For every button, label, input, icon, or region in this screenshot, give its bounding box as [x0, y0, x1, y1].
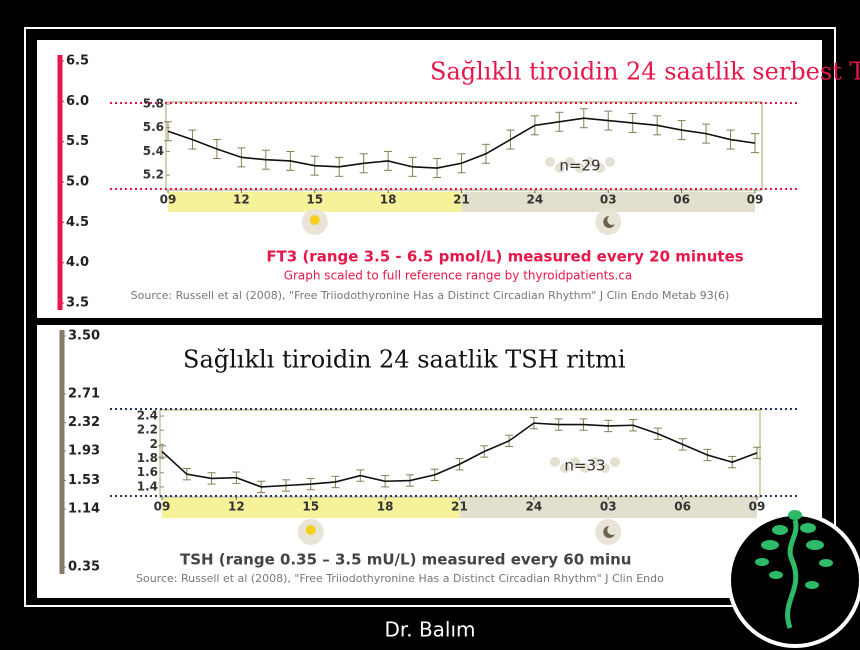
error-bar — [753, 446, 761, 460]
x-tick-label: 12 — [233, 193, 250, 207]
y-tick-label: 1.4 — [137, 479, 158, 493]
x-tick-label: 15 — [306, 193, 323, 207]
x-tick-label: 18 — [380, 193, 397, 207]
chart-title: Sağlıklı tiroidin 24 saatlik TSH ritmi — [183, 346, 626, 374]
crowd-icon — [555, 163, 565, 173]
x-tick-label: 03 — [600, 500, 617, 514]
x-tick-label: 21 — [453, 193, 470, 207]
x-tick-label: 09 — [749, 500, 766, 514]
crowd-icon — [610, 457, 620, 467]
data-line — [161, 422, 758, 488]
sun-core — [309, 215, 320, 225]
chart-title: Sağlıklı tiroidin 24 saatlik serbest T3 … — [430, 58, 860, 86]
x-tick-label: 24 — [526, 500, 543, 514]
crowd-icon — [590, 457, 600, 467]
night-band — [461, 192, 755, 212]
y2-tick-label: 6.0 — [66, 94, 89, 109]
y2-tick-label: 2.32 — [68, 415, 100, 430]
y-tick-label: 5.8 — [143, 97, 164, 111]
logo-leaves — [755, 510, 833, 589]
crowd-icon — [545, 157, 555, 167]
y2-tick-label: 5.5 — [66, 134, 89, 149]
x-tick-label: 06 — [673, 193, 690, 207]
footer: Dr. Balım — [384, 618, 475, 642]
x-tick-label: 21 — [451, 500, 468, 514]
x-tick-label: 15 — [302, 500, 319, 514]
moon-cut — [607, 215, 618, 225]
y2-tick-label: 4.5 — [66, 215, 89, 230]
y2-tick-label: 3.5 — [66, 296, 89, 311]
plot-box — [159, 409, 761, 498]
crowd-icon — [560, 463, 570, 473]
y2-tick-label: 3.50 — [68, 329, 100, 344]
crowd-icon — [570, 457, 580, 467]
crowd-icon — [575, 163, 585, 173]
chart-source: Source: Russell et al (2008), "Free Trii… — [131, 289, 730, 302]
crowd-icon — [580, 463, 590, 473]
x-tick-label: 12 — [228, 500, 245, 514]
crowd-icon — [595, 163, 605, 173]
y-tick-label: 5.6 — [143, 120, 164, 134]
y2-tick-label: 2.71 — [68, 386, 100, 401]
crowd-icon — [605, 157, 615, 167]
plot-box — [165, 101, 763, 191]
x-tick-label: 09 — [160, 193, 177, 207]
x-tick-label: 03 — [600, 193, 617, 207]
annotation: n=33 — [564, 457, 605, 475]
chart-note: Graph scaled to full reference range by … — [284, 269, 633, 283]
y-tick-label: 2 — [150, 437, 158, 451]
chart-subtitle: FT3 (range 3.5 - 6.5 pmol/L) measured ev… — [266, 248, 743, 266]
day-band — [168, 192, 462, 212]
moon-cut — [607, 525, 618, 535]
x-tick-label: 18 — [377, 500, 394, 514]
chart-source: Source: Russell et al (2008), "Free Trii… — [136, 572, 664, 585]
y2-tick-label: 1.53 — [68, 473, 100, 488]
crowd-icon — [600, 463, 610, 473]
day-band — [162, 498, 460, 518]
y2-tick-label: 6.5 — [66, 54, 89, 69]
data-line — [167, 117, 756, 169]
y-tick-label: 5.2 — [143, 168, 164, 182]
y-tick-label: 5.4 — [143, 144, 164, 158]
crowd-icon — [585, 157, 595, 167]
y2-tick-label: 0.35 — [68, 560, 100, 575]
chart-subtitle: TSH (range 0.35 – 3.5 mU/L) measured eve… — [180, 551, 631, 569]
sun-core — [305, 525, 316, 535]
annotation: n=29 — [559, 157, 600, 175]
x-tick-label: 09 — [154, 500, 171, 514]
logo — [727, 510, 860, 648]
y2-tick-label: 1.93 — [68, 444, 100, 459]
crowd-icon — [565, 157, 575, 167]
crowd-icon — [550, 457, 560, 467]
y2-tick-label: 5.0 — [66, 175, 89, 190]
reference-axis-bar — [59, 330, 65, 574]
y-tick-label: 1.6 — [137, 465, 158, 479]
x-tick-label: 06 — [674, 500, 691, 514]
y-tick-label: 2.4 — [137, 409, 158, 423]
night-band — [459, 498, 757, 518]
logo-trunk — [785, 519, 799, 629]
frame — [24, 27, 836, 607]
x-tick-label: 24 — [527, 193, 544, 207]
x-tick-label: 09 — [747, 193, 764, 207]
y2-tick-label: 4.0 — [66, 255, 89, 270]
y-tick-label: 1.8 — [137, 451, 158, 465]
y-tick-label: 2.2 — [137, 423, 158, 437]
y2-tick-label: 1.14 — [68, 502, 100, 517]
